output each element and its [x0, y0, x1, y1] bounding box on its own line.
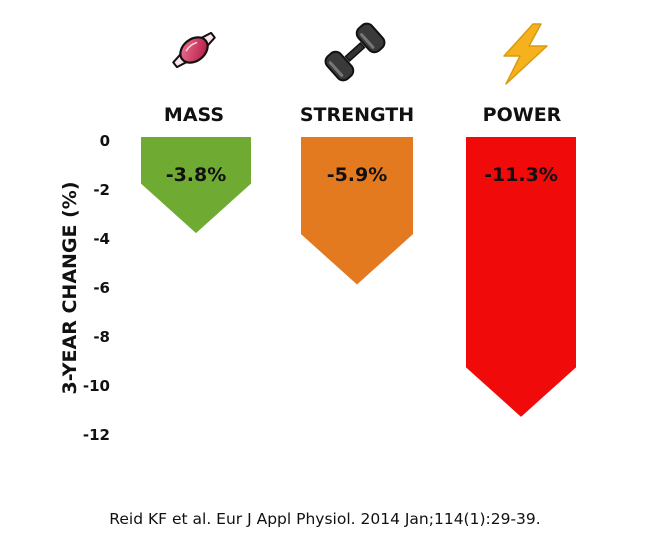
y-tick-label: -6	[93, 279, 110, 297]
value-label-power: -11.3%	[484, 164, 558, 186]
value-label-mass: -3.8%	[166, 164, 227, 186]
y-tick-label: -4	[93, 230, 110, 248]
muscle-icon	[172, 31, 216, 69]
y-tick-label: 0	[100, 132, 110, 150]
y-tick-label: -8	[93, 328, 110, 346]
value-label-strength: -5.9%	[327, 164, 388, 186]
dumbbell-icon	[324, 22, 386, 82]
category-label-power: POWER	[483, 104, 562, 126]
y-tick-label: -2	[93, 181, 110, 199]
category-label-mass: MASS	[164, 104, 224, 126]
bar-strength	[301, 137, 413, 285]
y-tick-label: -12	[83, 426, 110, 444]
bar-power	[466, 137, 576, 417]
y-axis-label: 3-YEAR CHANGE (%)	[59, 181, 81, 394]
bar-mass	[141, 137, 251, 234]
y-tick-label: -10	[83, 377, 110, 395]
citation: Reid KF et al. Eur J Appl Physiol. 2014 …	[109, 510, 541, 528]
lightning-bolt-icon	[503, 23, 548, 85]
category-label-strength: STRENGTH	[300, 104, 414, 126]
